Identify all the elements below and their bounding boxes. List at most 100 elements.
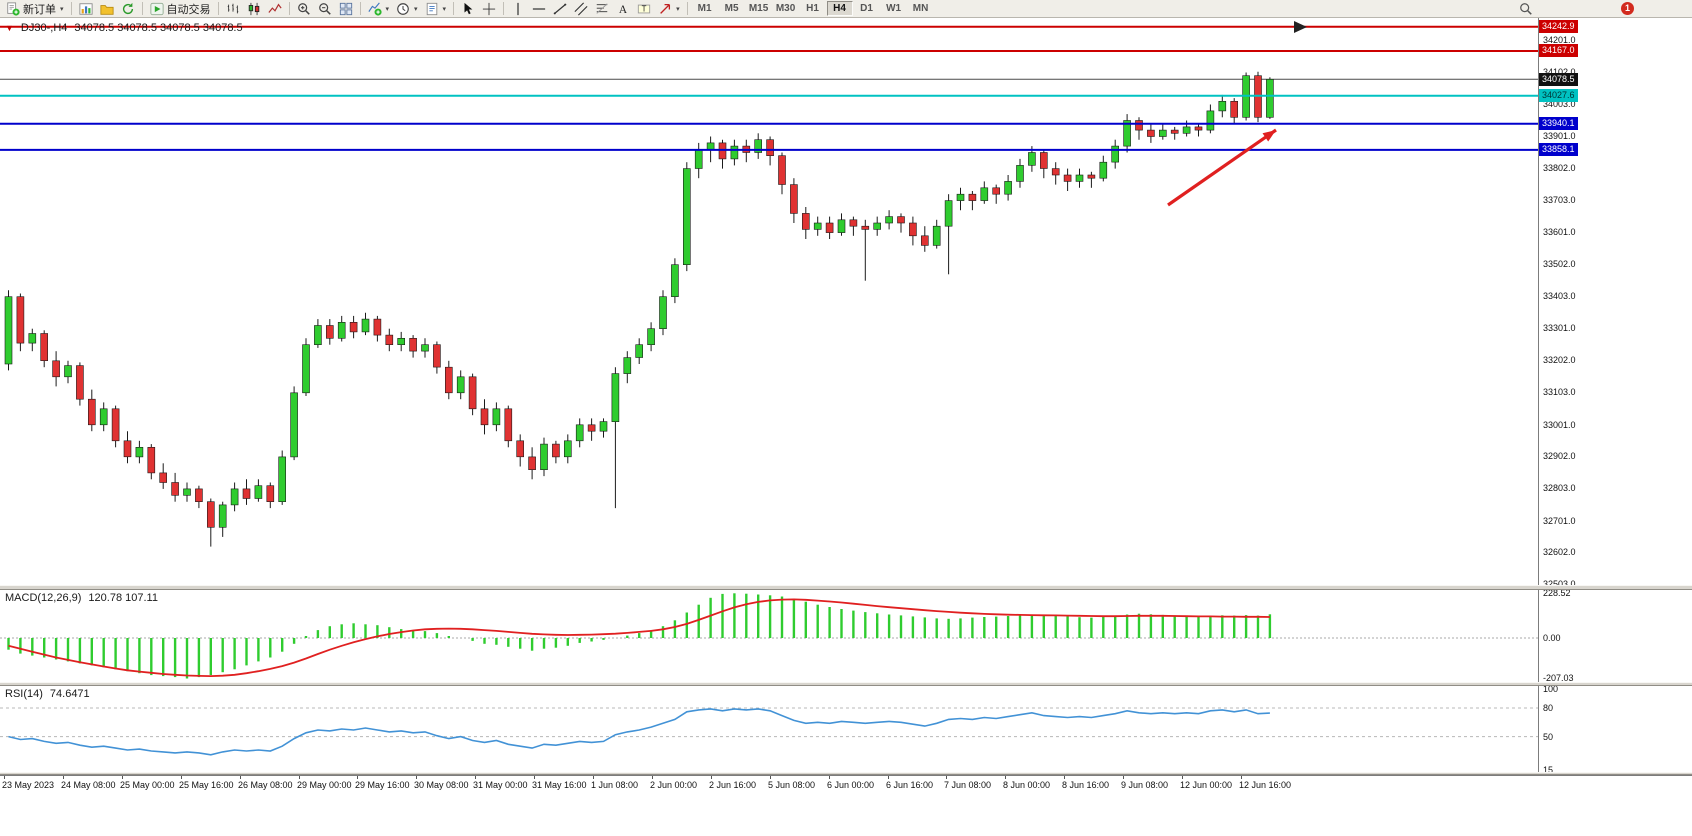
rsi-axis-label: 50 <box>1543 732 1554 742</box>
text-icon: A <box>619 3 628 15</box>
text-label-button[interactable]: T <box>634 1 654 17</box>
time-axis[interactable]: 23 May 2023 24 May 08:00 25 May 00:00 25 Ma… <box>0 775 1692 793</box>
horizontal-line-button[interactable] <box>529 1 549 17</box>
rsi-axis-label: 100 <box>1543 684 1559 694</box>
price-tick-label: 32503.0 <box>1543 579 1576 589</box>
time-axis-label: 30 May 08:00 <box>414 780 469 790</box>
charts-button[interactable] <box>76 1 96 17</box>
timeframe-m30[interactable]: M30 <box>773 1 799 16</box>
time-axis-label: 25 May 00:00 <box>120 780 175 790</box>
dropdown-caret-icon: ▾ <box>385 5 390 13</box>
candlestick-chart-button[interactable] <box>244 1 264 17</box>
time-axis-label: 12 Jun 00:00 <box>1180 780 1233 790</box>
price-level-box: 34078.5 <box>1539 73 1578 86</box>
indicators-icon <box>367 2 382 16</box>
time-axis-label: 12 Jun 16:00 <box>1239 780 1292 790</box>
time-axis-label: 8 Jun 00:00 <box>1003 780 1051 790</box>
time-tick-mark <box>1005 776 1006 779</box>
periods-button[interactable]: ▾ <box>393 1 421 17</box>
rsi-values: 74.6471 <box>49 688 90 700</box>
macd-label: MACD(12,26,9) 120.78 107.11 <box>5 592 158 604</box>
time-axis-label: 29 May 00:00 <box>297 780 352 790</box>
rsi-label: RSI(14) 74.6471 <box>5 688 90 700</box>
time-tick-mark <box>829 776 830 779</box>
price-tick-label: 32602.0 <box>1543 547 1576 557</box>
toolbar-separator <box>686 2 688 15</box>
zoom-out-button[interactable] <box>315 1 335 17</box>
macd-signal-line <box>8 598 1270 678</box>
timeframe-m5[interactable]: M5 <box>719 1 745 16</box>
charts-icon <box>78 2 93 15</box>
price-level-box: 33858.1 <box>1539 143 1578 156</box>
candles-layer <box>4 71 1274 547</box>
templates-button[interactable]: ▾ <box>422 1 450 17</box>
zoom-in-icon <box>297 2 310 15</box>
price-tick-label: 33703.0 <box>1543 195 1576 205</box>
rsi-name: RSI(14) <box>5 688 43 700</box>
time-tick-mark <box>534 776 535 779</box>
new-order-button[interactable]: 新订单 ▾ <box>3 1 67 17</box>
cursor-button[interactable] <box>458 1 478 17</box>
crosshair-button[interactable] <box>479 1 499 17</box>
ohlc-values: 34078.5 34078.5 34078.5 34078.5 <box>74 22 243 34</box>
price-tick-label: 33901.0 <box>1543 131 1576 141</box>
time-tick-mark <box>946 776 947 779</box>
time-tick-mark <box>711 776 712 779</box>
panel-divider[interactable] <box>0 772 1692 775</box>
rsi-indicator-canvas[interactable] <box>0 686 1538 772</box>
indicators-button[interactable]: ▾ <box>365 1 393 17</box>
refresh-button[interactable] <box>118 1 138 17</box>
time-tick-mark <box>240 776 241 779</box>
tile-windows-button[interactable] <box>336 1 356 17</box>
time-tick-mark <box>122 776 123 779</box>
channel-icon <box>574 1 588 16</box>
trendline-button[interactable] <box>550 1 570 17</box>
macd-indicator-canvas[interactable] <box>0 590 1538 682</box>
timeframe-d1[interactable]: D1 <box>854 1 880 16</box>
price-tick-label: 33202.0 <box>1543 355 1576 365</box>
price-tick-label: 33301.0 <box>1543 323 1576 333</box>
time-tick-mark <box>475 776 476 779</box>
time-axis-label: 23 May 2023 <box>2 780 55 790</box>
timeframe-h4[interactable]: H4 <box>826 1 853 16</box>
price-level-box: 34027.6 <box>1539 89 1578 102</box>
price-axis[interactable]: 34201.0 34102.0 34003.0 33901.0 33802.0 33703… <box>1538 18 1692 775</box>
arrows-button[interactable]: ▾ <box>655 1 683 17</box>
vertical-line-button[interactable] <box>508 1 528 17</box>
timeframe-mn[interactable]: MN <box>908 1 934 16</box>
main-chart-canvas[interactable] <box>0 18 1538 585</box>
search-button[interactable] <box>1516 1 1536 17</box>
fibonacci-button[interactable] <box>592 1 612 17</box>
time-axis-label: 31 May 16:00 <box>532 780 587 790</box>
bar-chart-icon <box>227 3 238 13</box>
price-tick-label: 32902.0 <box>1543 451 1576 461</box>
price-tick-label: 33502.0 <box>1543 259 1576 269</box>
price-tick-label: 33001.0 <box>1543 420 1576 430</box>
line-chart-icon <box>267 3 282 13</box>
channel-button[interactable] <box>571 1 591 17</box>
bar-chart-button[interactable] <box>223 1 243 17</box>
templates-icon <box>426 2 437 15</box>
dropdown-caret-icon: ▾ <box>60 5 64 13</box>
rsi-axis-label: 15 <box>1543 765 1554 775</box>
timeframe-w1[interactable]: W1 <box>881 1 907 16</box>
macd-axis-label: 0.00 <box>1543 633 1561 643</box>
panel-divider[interactable] <box>0 585 1692 590</box>
price-tick-label: 33103.0 <box>1543 387 1576 397</box>
zoom-in-button[interactable] <box>294 1 314 17</box>
line-chart-button[interactable] <box>265 1 285 17</box>
time-tick-mark <box>1182 776 1183 779</box>
panel-divider[interactable] <box>0 682 1692 686</box>
time-tick-mark <box>357 776 358 779</box>
timeframe-h1[interactable]: H1 <box>800 1 826 16</box>
auto-trading-button[interactable]: 自动交易 <box>147 1 214 17</box>
text-button[interactable]: A <box>613 1 633 17</box>
price-level-box: 34167.0 <box>1539 44 1578 57</box>
notification-badge[interactable]: 1 <box>1621 2 1634 15</box>
macd-histogram <box>7 593 1272 679</box>
timeframe-m1[interactable]: M1 <box>692 1 718 16</box>
time-axis-label: 24 May 08:00 <box>61 780 116 790</box>
macd-name: MACD(12,26,9) <box>5 592 82 604</box>
timeframe-m15[interactable]: M15 <box>746 1 772 16</box>
profiles-button[interactable] <box>97 1 117 17</box>
